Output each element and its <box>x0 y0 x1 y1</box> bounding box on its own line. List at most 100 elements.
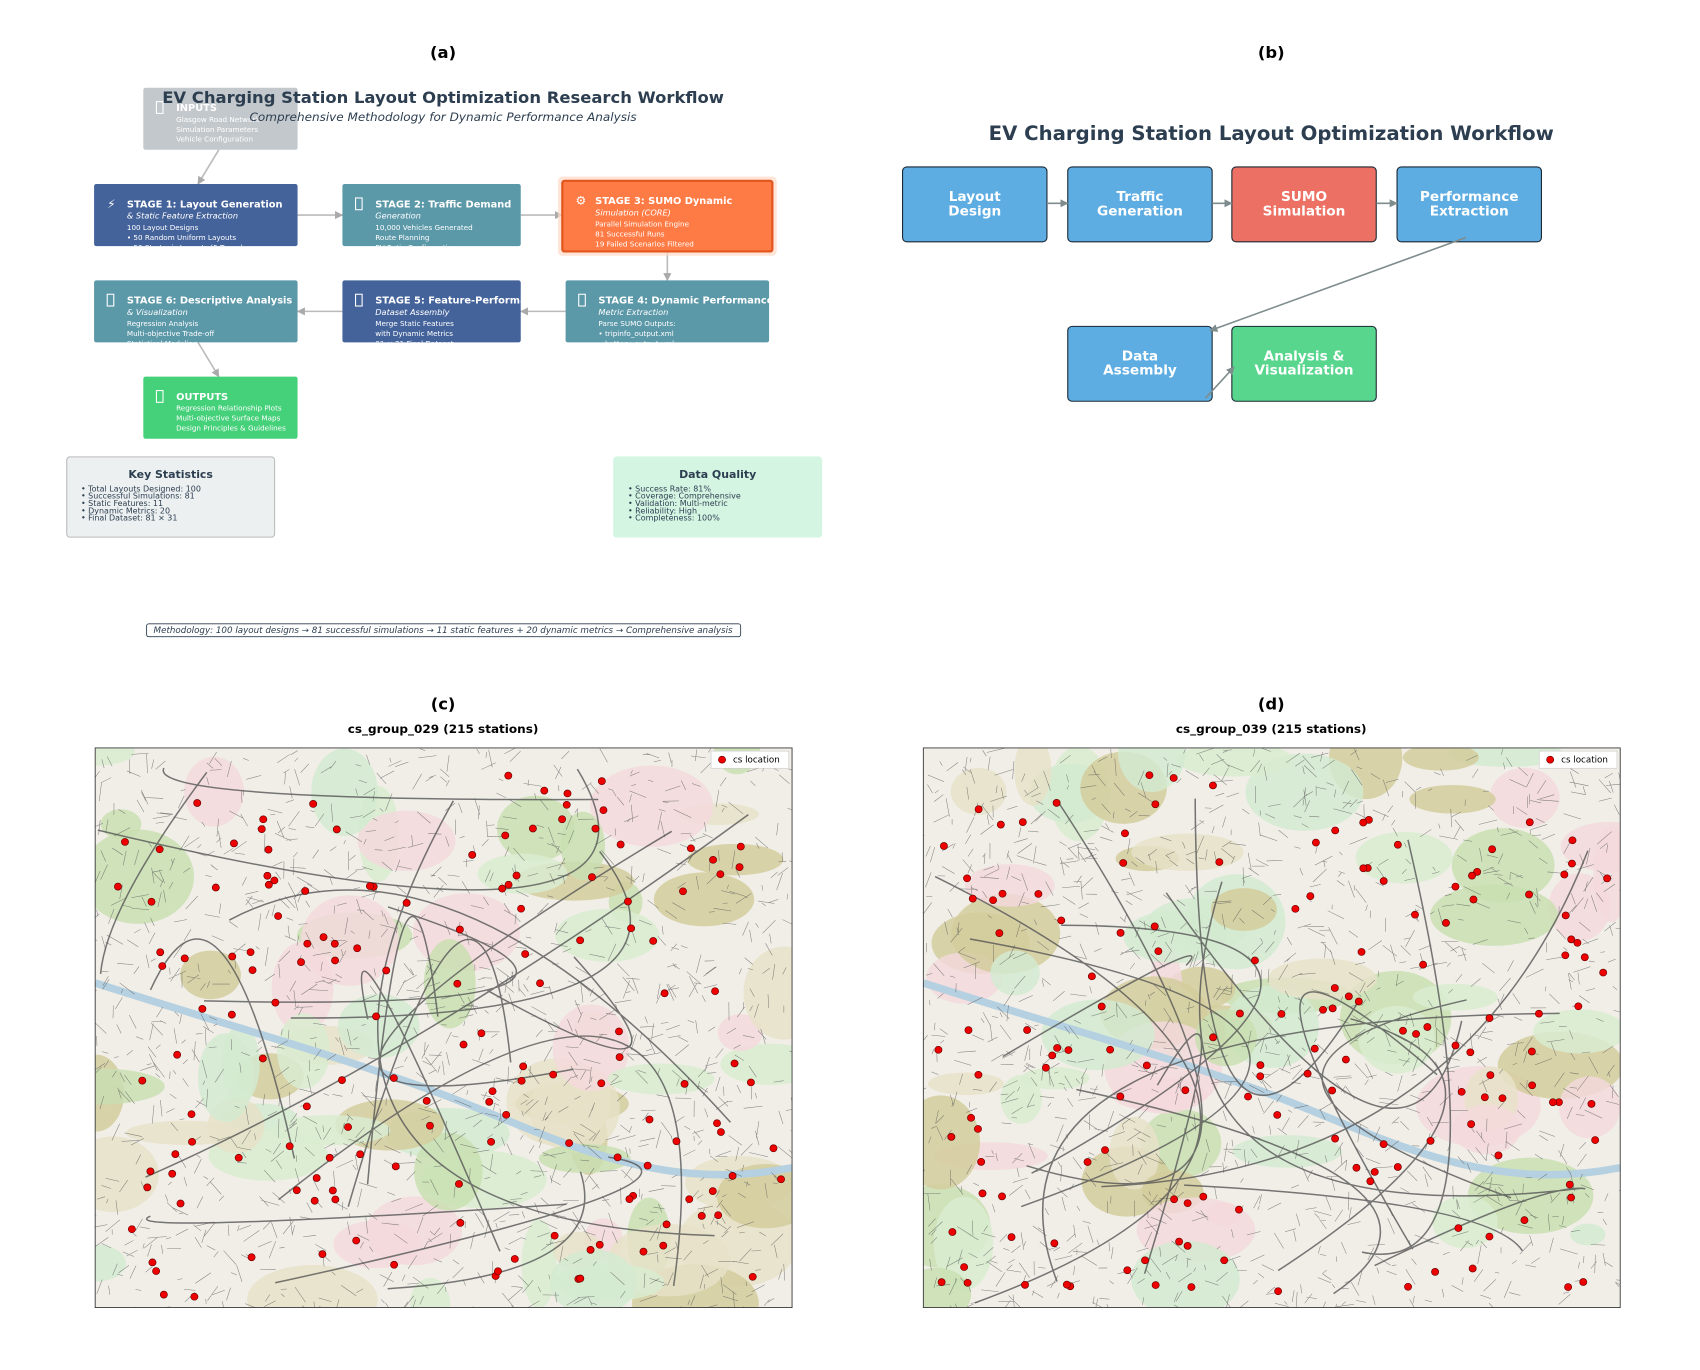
station <box>257 825 266 833</box>
stage-box <box>561 179 774 253</box>
panel-a-title: EV Charging Station Layout Optimization … <box>162 88 724 107</box>
station <box>1303 1069 1312 1078</box>
station <box>736 842 745 851</box>
station <box>271 998 280 1007</box>
station <box>1399 1026 1407 1035</box>
stage-line: Design Principles & Guidelines <box>176 424 286 433</box>
station <box>258 1054 267 1063</box>
node-label: Traffic <box>1116 189 1163 205</box>
station <box>1366 1177 1375 1186</box>
panel-a-subtitle: Comprehensive Methodology for Dynamic Pe… <box>250 110 637 124</box>
node-label: Performance <box>1420 189 1519 205</box>
station <box>1580 953 1589 962</box>
map-frame <box>922 747 1621 1308</box>
map-area <box>1533 1009 1621 1054</box>
station <box>1548 1098 1557 1107</box>
station <box>159 1290 168 1299</box>
map-area <box>311 748 378 837</box>
stage-title: STAGE 1: Layout Generation <box>127 199 283 210</box>
station <box>558 815 567 824</box>
station <box>352 1236 361 1245</box>
map-area <box>1176 747 1293 777</box>
station <box>679 887 687 896</box>
map-area <box>923 1267 972 1308</box>
map-area <box>1210 888 1277 931</box>
station <box>947 1133 956 1141</box>
station <box>998 1192 1006 1201</box>
station <box>1466 1048 1475 1057</box>
map-area <box>743 946 793 1040</box>
station <box>645 1115 654 1124</box>
station <box>1116 1092 1125 1101</box>
station <box>662 1220 671 1229</box>
station <box>1306 892 1315 900</box>
station <box>989 896 998 905</box>
node-label: Visualization <box>1255 363 1354 379</box>
stage-title: STAGE 2: Traffic Demand <box>375 199 511 210</box>
station <box>1599 968 1608 977</box>
station <box>1116 928 1125 937</box>
node-label: Design <box>948 203 1001 219</box>
map-area <box>180 950 241 1000</box>
station <box>1064 1046 1073 1054</box>
station <box>459 1040 468 1049</box>
node <box>1067 325 1213 402</box>
station <box>501 831 510 840</box>
station <box>1564 1283 1573 1291</box>
station <box>1083 1158 1092 1166</box>
stage-line: Regression Relationship Plots <box>176 404 282 413</box>
station <box>963 1278 972 1287</box>
station <box>1050 1239 1059 1248</box>
station <box>344 1123 352 1131</box>
streets <box>95 748 793 1308</box>
station <box>550 1231 559 1240</box>
station <box>168 1169 177 1178</box>
stage-icon <box>155 101 164 114</box>
station <box>521 950 530 958</box>
map-area <box>333 1220 422 1269</box>
station <box>1525 818 1534 827</box>
station <box>1169 774 1178 782</box>
station <box>297 958 305 966</box>
map-area <box>1558 1076 1621 1139</box>
station <box>748 1272 757 1281</box>
station <box>1101 1146 1109 1154</box>
arrow <box>1204 366 1235 399</box>
node-label: SUMO <box>1281 189 1327 205</box>
station <box>1328 1086 1337 1095</box>
info-box <box>66 456 276 538</box>
station <box>485 1098 494 1106</box>
station <box>173 1050 182 1059</box>
station <box>1331 826 1340 835</box>
map-area <box>653 872 755 927</box>
station <box>312 1174 321 1182</box>
station <box>615 1027 623 1036</box>
station <box>517 904 526 913</box>
station <box>1560 870 1569 879</box>
station <box>453 979 462 988</box>
station <box>549 1070 558 1079</box>
stage-line: Parallel Simulation Engine <box>595 220 689 229</box>
stage-line: • 50 Random Uniform Layouts <box>127 233 237 242</box>
station <box>536 979 544 988</box>
map-area <box>477 853 568 894</box>
station <box>1235 1009 1244 1018</box>
stage-icon <box>578 293 586 307</box>
map-area <box>1430 884 1559 946</box>
station <box>528 824 537 833</box>
station <box>193 799 202 807</box>
station <box>180 954 189 963</box>
station <box>964 1026 973 1034</box>
station <box>246 948 255 957</box>
station <box>1565 1180 1574 1189</box>
station <box>292 1186 301 1195</box>
station <box>1053 1044 1062 1052</box>
stage-line: Glasgow Road Network <box>176 115 260 124</box>
station <box>746 1078 755 1087</box>
map-area <box>1451 828 1555 903</box>
station <box>1310 1044 1319 1053</box>
map-title: cs_group_029 (215 stations) <box>348 722 539 737</box>
station <box>248 966 257 974</box>
